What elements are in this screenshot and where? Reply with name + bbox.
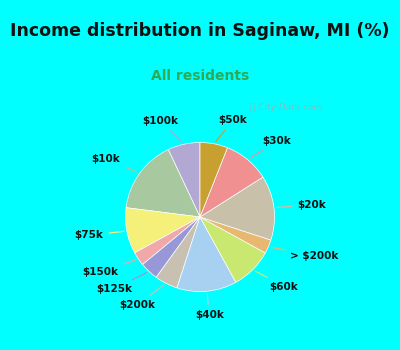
Wedge shape [156, 217, 200, 288]
Text: > $200k: > $200k [271, 247, 339, 261]
Wedge shape [126, 149, 200, 217]
Wedge shape [142, 217, 200, 277]
Wedge shape [168, 142, 200, 217]
Wedge shape [135, 217, 200, 265]
Text: $75k: $75k [74, 230, 124, 240]
Wedge shape [200, 148, 263, 217]
Text: $100k: $100k [142, 116, 182, 142]
Wedge shape [200, 142, 228, 217]
Text: $40k: $40k [195, 294, 224, 320]
Text: $125k: $125k [97, 273, 146, 294]
Text: $50k: $50k [216, 116, 247, 142]
Text: $10k: $10k [92, 154, 137, 172]
Wedge shape [200, 177, 274, 240]
Text: $150k: $150k [83, 260, 136, 277]
Wedge shape [126, 208, 200, 253]
Text: All residents: All residents [151, 69, 249, 83]
Text: ⓘ City-Data.com: ⓘ City-Data.com [250, 103, 323, 112]
Wedge shape [200, 217, 271, 253]
Text: $30k: $30k [250, 136, 292, 158]
Text: $20k: $20k [277, 199, 326, 210]
Wedge shape [200, 217, 265, 282]
Wedge shape [177, 217, 236, 292]
Text: $60k: $60k [255, 271, 298, 292]
Text: Income distribution in Saginaw, MI (%): Income distribution in Saginaw, MI (%) [10, 22, 390, 40]
Text: $200k: $200k [119, 285, 164, 310]
